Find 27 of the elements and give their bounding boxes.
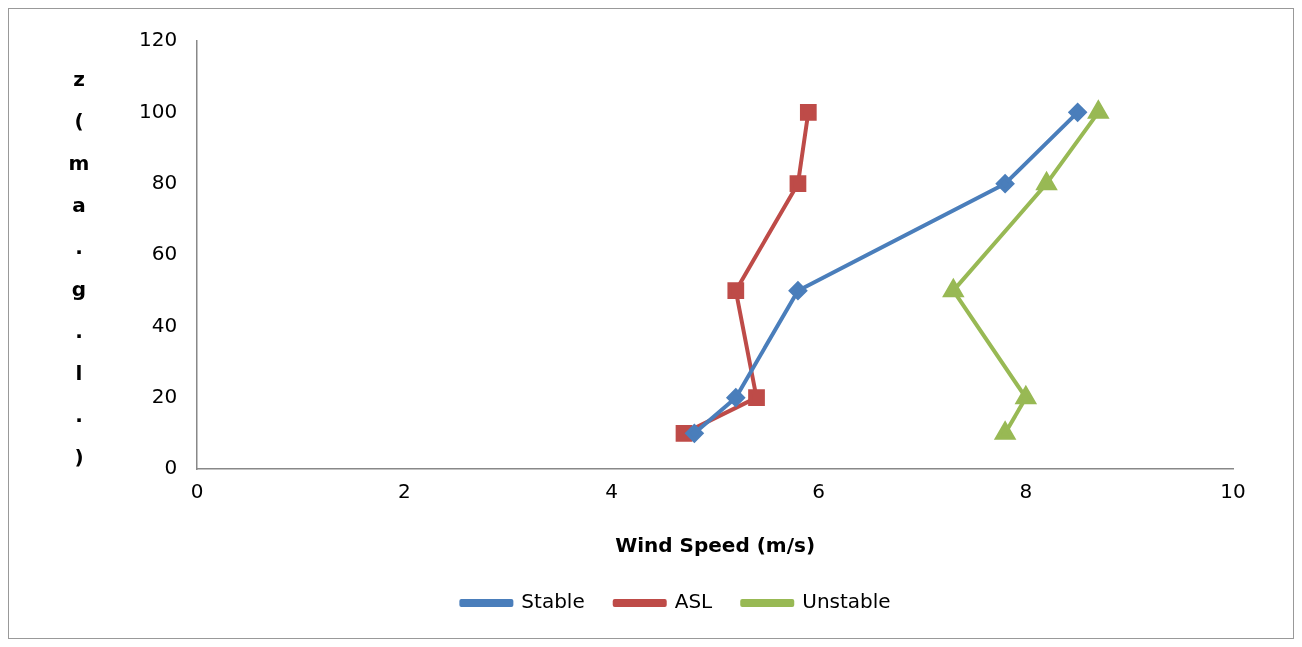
x-tick-label: 10: [1220, 479, 1246, 504]
y-tick-label: 40: [151, 312, 178, 337]
y-tick-label: 100: [138, 98, 178, 123]
point: [727, 282, 745, 300]
point: [726, 388, 745, 407]
y-tick-label: 60: [151, 241, 178, 266]
x-tick-label: 0: [190, 479, 204, 504]
y-tick-label: 20: [151, 383, 178, 408]
y-tick-label: 80: [151, 169, 178, 194]
x-tick-label: 6: [812, 479, 826, 504]
point: [788, 281, 807, 300]
point: [799, 103, 817, 121]
point: [789, 175, 807, 193]
x-tick-label: 4: [605, 479, 618, 504]
text: z (m a.g.l.): [68, 67, 90, 470]
y-tick-label: 0: [164, 455, 178, 480]
legend-label: ASL: [674, 589, 714, 614]
x-tick-label: 2: [397, 479, 411, 504]
y-tick-label: 120: [138, 27, 178, 52]
point: [1068, 103, 1087, 122]
point: [685, 424, 704, 443]
x-axis-title: Wind Speed (m/s): [615, 533, 816, 558]
legend-label: Stable: [521, 589, 585, 614]
point: [996, 174, 1015, 193]
point: [748, 389, 765, 407]
x-tick-label: 8: [1019, 479, 1033, 504]
legend-label: Unstable: [802, 589, 891, 614]
